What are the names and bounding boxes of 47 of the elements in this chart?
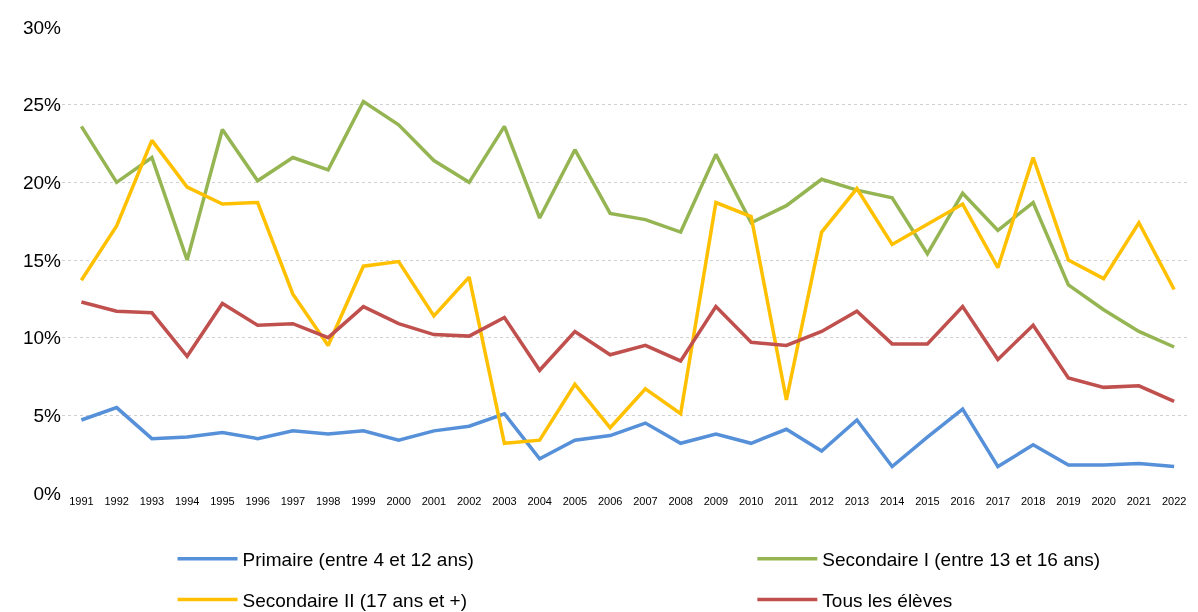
- x-tick-label: 2009: [703, 495, 729, 507]
- x-tick-label: 2006: [597, 495, 623, 507]
- x-tick-label: 1992: [104, 495, 129, 507]
- x-tick-label: 2016: [950, 495, 975, 507]
- x-tick-label: 2008: [668, 495, 693, 507]
- x-tick-label: 2019: [1056, 495, 1081, 507]
- x-tick-label: 1997: [280, 495, 306, 507]
- legend-label: Secondaire I (entre 13 et 16 ans): [822, 549, 1101, 571]
- x-tick-label: 2005: [562, 495, 588, 507]
- x-tick-label: 2004: [527, 495, 552, 507]
- x-tick-label: 2020: [1091, 495, 1116, 507]
- x-tick-label: 2000: [386, 495, 411, 507]
- x-tick-label: 2001: [421, 495, 447, 507]
- x-tick-label: 1991: [69, 495, 94, 507]
- x-tick-label: 1999: [351, 495, 376, 507]
- y-tick-label: 5%: [33, 404, 62, 426]
- x-tick-label: 2022: [1161, 495, 1187, 507]
- x-tick-label: 2015: [915, 495, 940, 507]
- x-tick-label: 2017: [985, 495, 1011, 507]
- y-tick-label: 25%: [22, 94, 62, 116]
- x-tick-label: 1996: [245, 495, 270, 507]
- x-tick-label: 2002: [456, 495, 482, 507]
- x-tick-label: 1994: [174, 495, 200, 507]
- x-tick-label: 2012: [809, 495, 834, 507]
- x-tick-label: 1998: [315, 495, 341, 507]
- line-series: [79, 405, 1176, 469]
- line-series: [79, 138, 1176, 446]
- legend-label: Tous les élèves: [822, 589, 953, 611]
- y-tick-label: 20%: [22, 171, 62, 193]
- x-tick-label: 2010: [738, 495, 764, 507]
- x-tick-label: 2013: [844, 495, 870, 507]
- x-tick-label: 2014: [879, 495, 905, 507]
- x-tick-label: 2021: [1126, 495, 1152, 507]
- y-tick-label: 15%: [22, 249, 62, 271]
- line-series: [79, 99, 1176, 349]
- x-tick-label: 2011: [774, 495, 799, 507]
- x-tick-label: 1993: [139, 495, 165, 507]
- y-tick-label: 30%: [22, 16, 62, 38]
- legend-label: Primaire (entre 4 et 12 ans): [242, 549, 474, 571]
- legend-label: Secondaire II (17 ans et +): [242, 589, 467, 611]
- x-tick-label: 1995: [210, 495, 235, 507]
- x-tick-label: 2003: [492, 495, 517, 507]
- x-tick-label: 2007: [633, 495, 658, 507]
- line-series: [79, 300, 1176, 404]
- x-tick-label: 2018: [1020, 495, 1046, 507]
- y-tick-label: 10%: [22, 327, 62, 349]
- y-tick-label: 0%: [33, 482, 62, 504]
